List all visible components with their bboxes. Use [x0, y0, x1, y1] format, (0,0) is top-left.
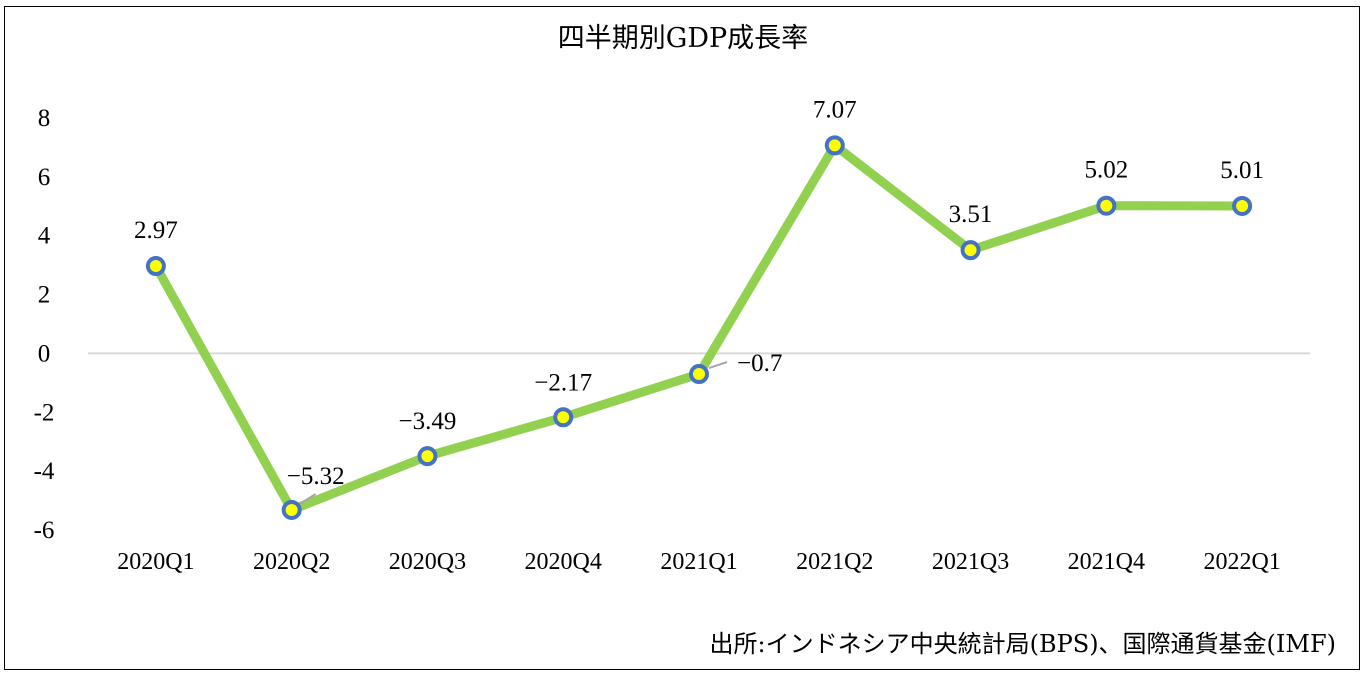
y-tick-label: -2 — [34, 399, 55, 426]
data-label: 5.01 — [1220, 157, 1264, 184]
data-point-marker — [1232, 195, 1253, 216]
x-tick-label: 2020Q1 — [117, 549, 194, 575]
series-line — [151, 140, 1247, 515]
series-line-group — [145, 135, 1253, 520]
x-tick-label: 2021Q4 — [1068, 549, 1145, 575]
data-label: −3.49 — [399, 408, 457, 435]
x-tick-label: 2021Q1 — [660, 549, 737, 575]
x-tick-label: 2020Q3 — [389, 549, 466, 575]
label-leader-line — [299, 493, 317, 505]
data-label: 3.51 — [949, 201, 993, 228]
data-label: −0.7 — [737, 350, 782, 377]
data-point-marker — [281, 499, 302, 520]
x-tick-label: 2020Q2 — [253, 549, 330, 575]
y-tick-label: -6 — [34, 517, 55, 544]
data-label: 2.97 — [134, 217, 178, 244]
x-axis: 2020Q1 2020Q2 2020Q3 2020Q4 2021Q1 2021Q2 2021… — [117, 549, 1281, 575]
data-point-marker — [824, 135, 845, 156]
y-axis: 8 6 4 2 0 -2 -4 -6 — [34, 105, 55, 544]
data-label: 7.07 — [813, 96, 857, 123]
y-tick-label: 4 — [38, 223, 51, 250]
label-leader-line — [708, 361, 728, 369]
x-tick-label: 2022Q1 — [1203, 549, 1280, 575]
y-tick-label: 8 — [38, 105, 51, 132]
data-label: −2.17 — [534, 369, 592, 396]
data-labels: 2.97 −5.32 −3.49 −2.17 −0.7 7.07 3.51 5.02 5.01 — [134, 96, 1264, 505]
y-tick-label: 6 — [38, 164, 51, 191]
data-point-marker — [553, 407, 574, 428]
source-note: 出所:インドネシア中央統計局(BPS)、国際通貨基金(IMF) — [710, 630, 1336, 658]
chart-frame — [4, 6, 1360, 670]
data-point-marker — [1096, 195, 1117, 216]
data-label: 5.02 — [1084, 157, 1128, 184]
data-label: −5.32 — [287, 463, 345, 490]
data-point-marker — [689, 364, 709, 385]
y-tick-label: 0 — [38, 340, 51, 367]
data-point-marker — [417, 446, 438, 467]
x-tick-label: 2021Q3 — [932, 549, 1009, 575]
data-point-marker — [145, 256, 166, 277]
y-tick-label: 2 — [38, 282, 51, 309]
chart-title: 四半期別GDP成長率 — [558, 23, 808, 54]
y-tick-label: -4 — [34, 458, 55, 485]
data-point-marker — [960, 240, 981, 261]
x-tick-label: 2021Q2 — [796, 549, 873, 575]
x-tick-label: 2020Q4 — [525, 549, 602, 575]
